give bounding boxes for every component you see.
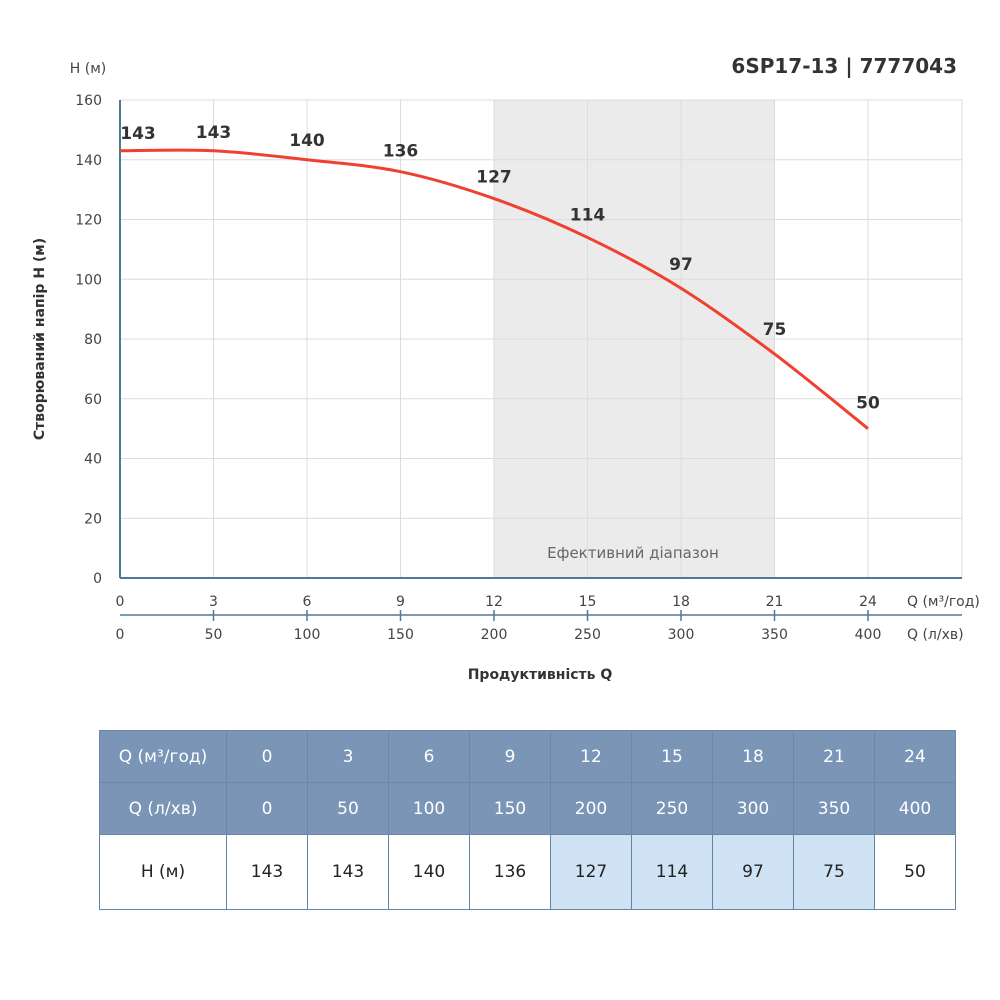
data-label: 127 bbox=[476, 168, 512, 188]
row-label: H (м) bbox=[99, 834, 227, 910]
row-label: Q (м³/год) bbox=[99, 730, 227, 783]
table-cell: 300 bbox=[712, 782, 794, 835]
data-label: 140 bbox=[289, 131, 325, 151]
table-cell: 9 bbox=[469, 730, 551, 783]
x2-tick-label: 350 bbox=[761, 627, 788, 643]
table-cell: 200 bbox=[550, 782, 632, 835]
performance-table: Q (м³/год) 0 3 6 9 12 15 18 21 24 Q (л/хв) 0 50 100 1… bbox=[99, 730, 956, 910]
table-cell: 97 bbox=[712, 834, 794, 910]
head-curve-line bbox=[119, 148, 869, 430]
table-cell: 12 bbox=[550, 730, 632, 783]
x-tick-label: 15 bbox=[579, 594, 597, 610]
x2-tick-label: 100 bbox=[294, 627, 321, 643]
data-label: 143 bbox=[196, 123, 232, 143]
data-label: 136 bbox=[383, 142, 419, 162]
x2-tick-label: 0 bbox=[116, 627, 125, 643]
y-tick-label: 80 bbox=[84, 332, 102, 348]
efficient-range-label: Ефективний діапазон bbox=[547, 544, 719, 562]
table-cell: 18 bbox=[712, 730, 794, 783]
x2-unit-label: Q (л/хв) bbox=[907, 627, 964, 643]
x2-tick-label: 200 bbox=[481, 627, 508, 643]
y-unit-label: H (м) bbox=[70, 61, 106, 77]
x-tick-label: 18 bbox=[672, 594, 690, 610]
data-label: 97 bbox=[669, 255, 693, 275]
table-cell: 100 bbox=[388, 782, 470, 835]
table-cell: 75 bbox=[793, 834, 875, 910]
x-tick-label: 12 bbox=[485, 594, 503, 610]
y-tick-label: 20 bbox=[84, 511, 102, 527]
x-axis-title: Продуктивність Q bbox=[468, 667, 613, 683]
y-axis-title: Створюваний напір H (м) bbox=[32, 238, 48, 440]
table-cell: 250 bbox=[631, 782, 713, 835]
x2-tick-label: 250 bbox=[574, 627, 601, 643]
x-tick-label: 24 bbox=[859, 594, 877, 610]
data-label: 75 bbox=[763, 320, 787, 340]
data-label: 114 bbox=[570, 205, 606, 225]
x-tick-label: 6 bbox=[303, 594, 312, 610]
x2-tick-label: 150 bbox=[387, 627, 414, 643]
x2-tick-label: 300 bbox=[668, 627, 695, 643]
row-label: Q (л/хв) bbox=[99, 782, 227, 835]
y-tick-label: 40 bbox=[84, 452, 102, 468]
x-tick-label: 0 bbox=[116, 594, 125, 610]
y-tick-label: 100 bbox=[75, 272, 102, 288]
table-cell: 143 bbox=[307, 834, 389, 910]
x-tick-label: 3 bbox=[209, 594, 218, 610]
x2-tick-label: 50 bbox=[205, 627, 223, 643]
y-tick-label: 120 bbox=[75, 213, 102, 229]
data-label: 50 bbox=[856, 394, 880, 414]
pump-curve-chart: 0204060801001201401600035061009150122001… bbox=[32, 54, 980, 683]
table-cell: 50 bbox=[307, 782, 389, 835]
table-cell: 114 bbox=[631, 834, 713, 910]
x-unit-label: Q (м³/год) bbox=[907, 594, 980, 610]
table-cell: 15 bbox=[631, 730, 713, 783]
chart-title: 6SP17-13 | 7777043 bbox=[731, 54, 957, 78]
y-tick-label: 140 bbox=[75, 153, 102, 169]
table-cell: 400 bbox=[874, 782, 956, 835]
table-cell: 150 bbox=[469, 782, 551, 835]
x2-tick-label: 400 bbox=[855, 627, 882, 643]
table-cell: 6 bbox=[388, 730, 470, 783]
x-tick-label: 9 bbox=[396, 594, 405, 610]
table-cell: 0 bbox=[226, 730, 308, 783]
data-label: 143 bbox=[120, 124, 156, 144]
x-tick-label: 21 bbox=[766, 594, 784, 610]
table-row-q-lmin: Q (л/хв) 0 50 100 150 200 250 300 350 400 bbox=[99, 782, 956, 835]
y-tick-label: 0 bbox=[93, 571, 102, 587]
y-tick-label: 60 bbox=[84, 392, 102, 408]
table-cell: 127 bbox=[550, 834, 632, 910]
y-tick-label: 160 bbox=[75, 93, 102, 109]
table-cell: 24 bbox=[874, 730, 956, 783]
table-row-q-m3h: Q (м³/год) 0 3 6 9 12 15 18 21 24 bbox=[99, 730, 956, 783]
table-cell: 136 bbox=[469, 834, 551, 910]
table-row-head: H (м) 143 143 140 136 127 114 97 75 50 bbox=[99, 834, 956, 910]
table-cell: 21 bbox=[793, 730, 875, 783]
table-cell: 350 bbox=[793, 782, 875, 835]
table-cell: 140 bbox=[388, 834, 470, 910]
table-cell: 3 bbox=[307, 730, 389, 783]
table-cell: 50 bbox=[874, 834, 956, 910]
table-cell: 143 bbox=[226, 834, 308, 910]
table-cell: 0 bbox=[226, 782, 308, 835]
